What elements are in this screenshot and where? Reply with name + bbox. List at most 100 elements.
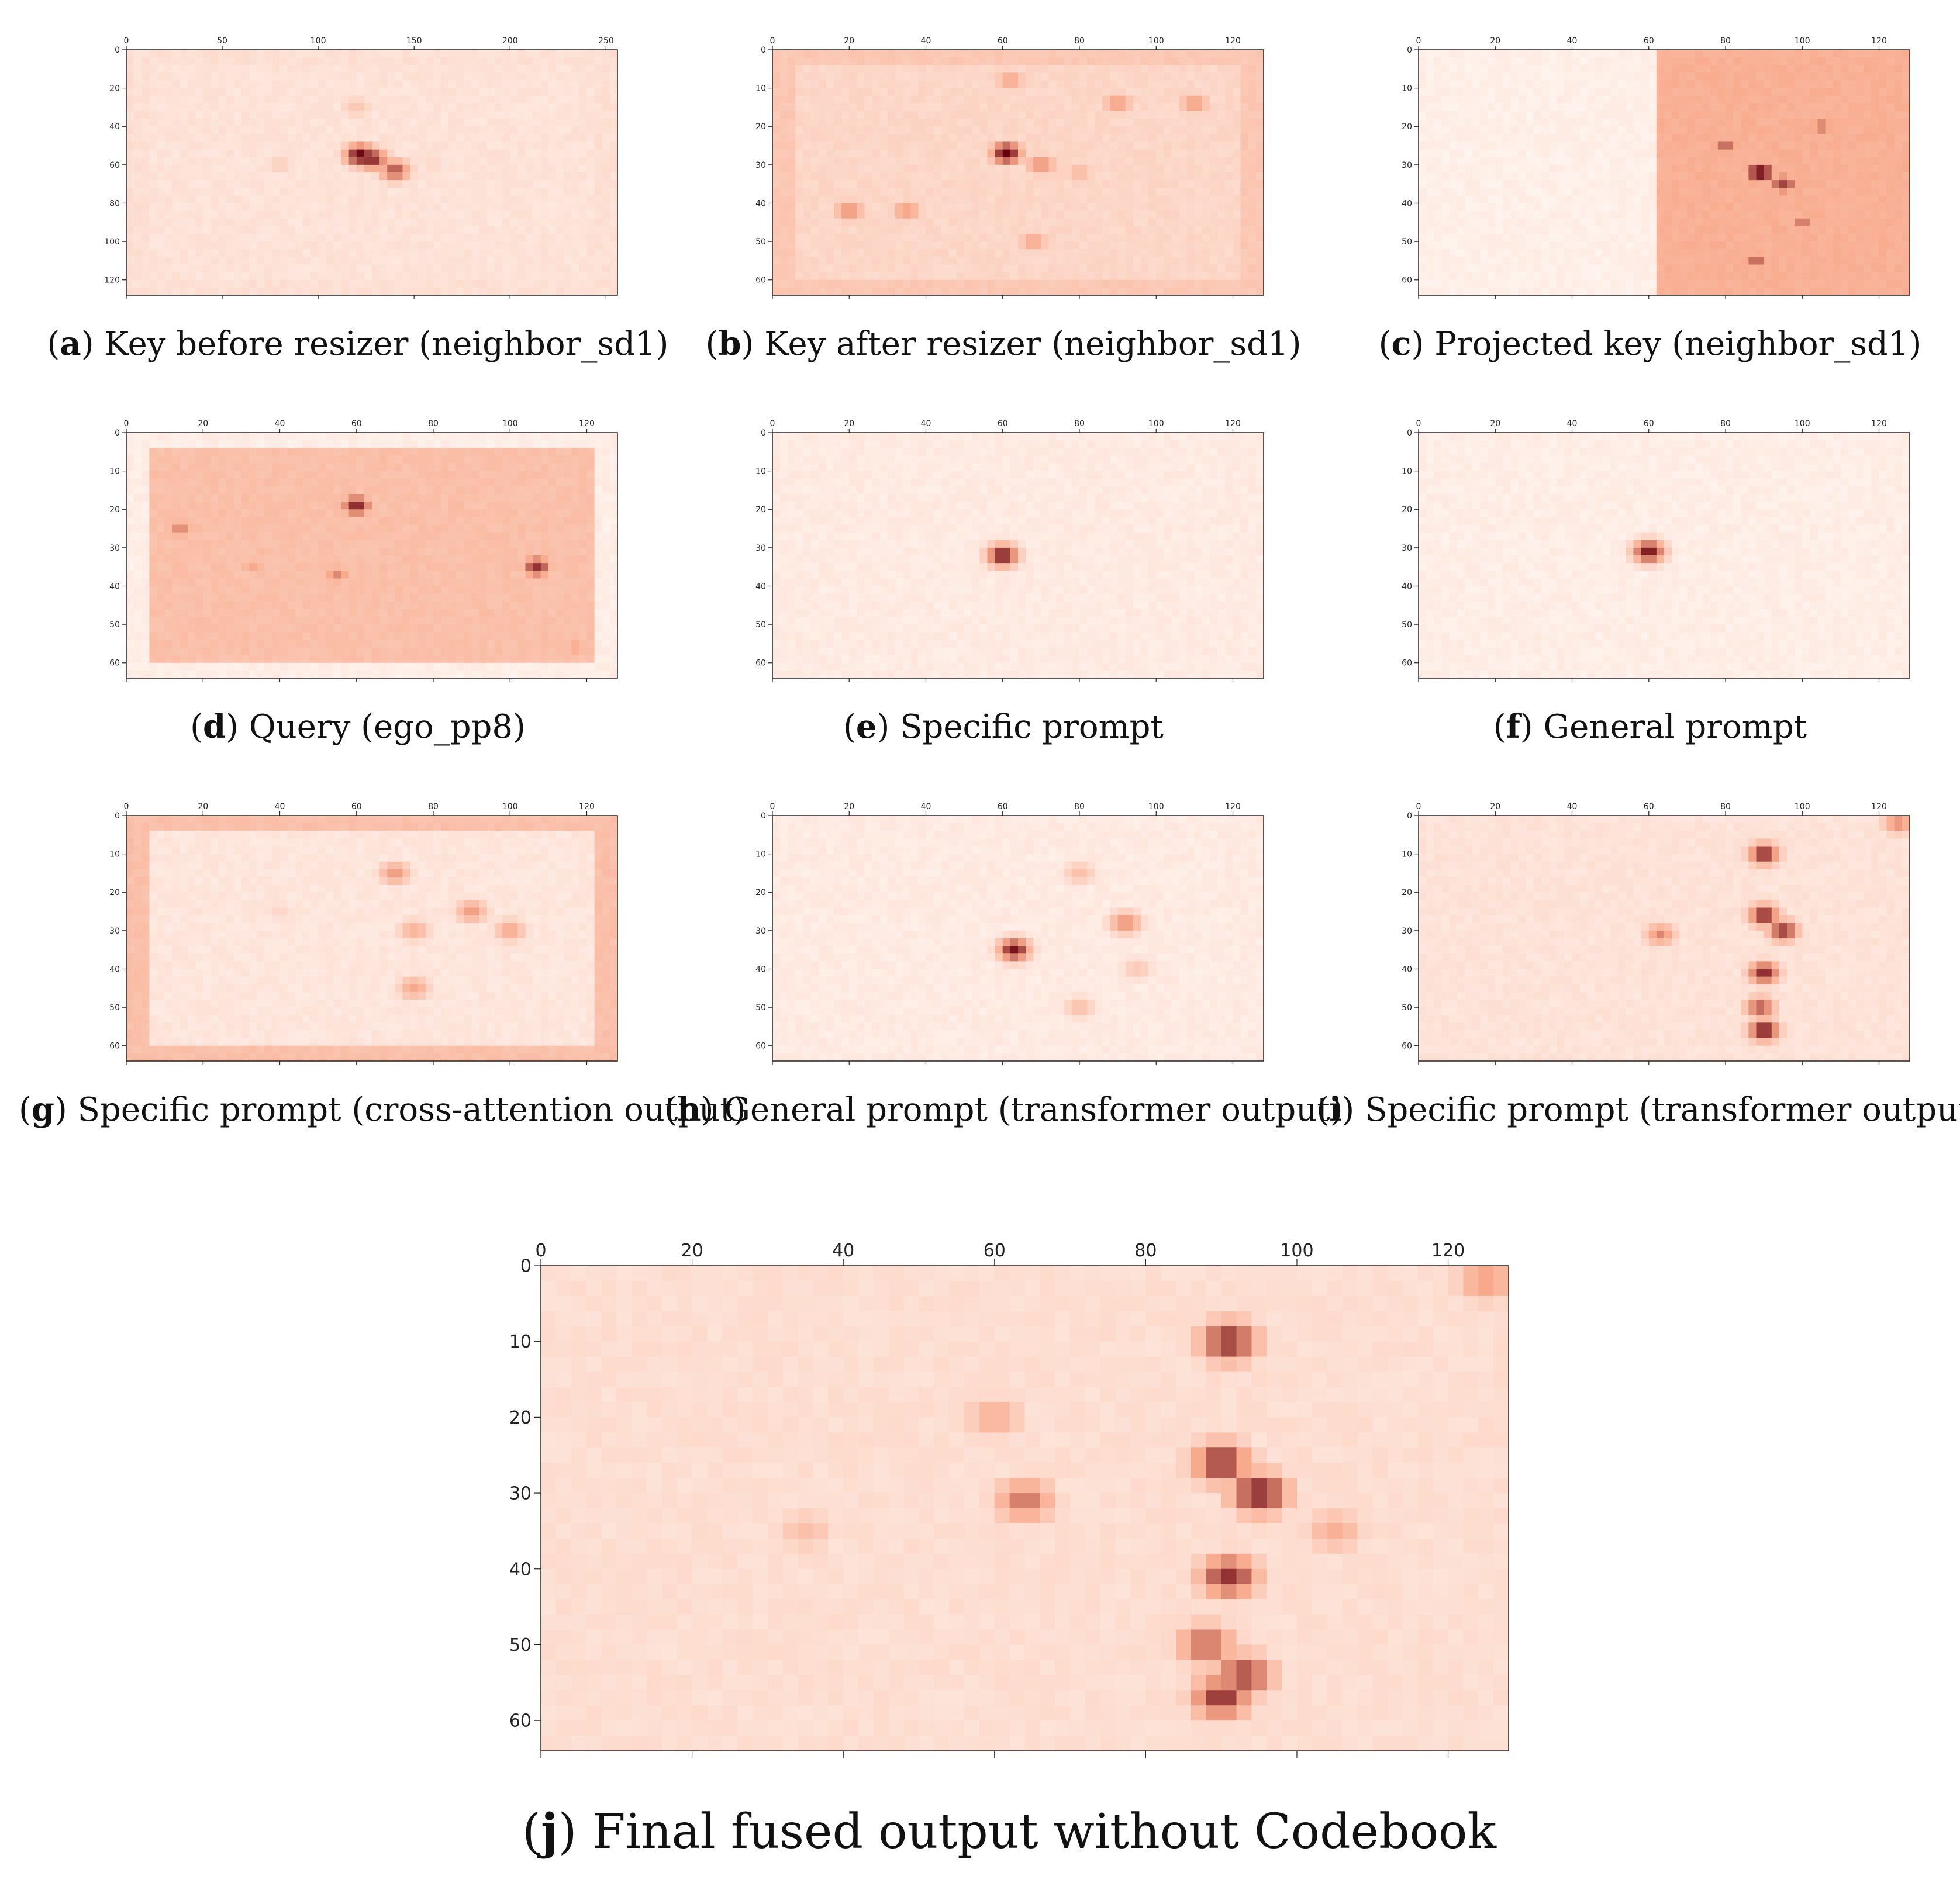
heatmap-cell (548, 103, 557, 112)
heatmap-cell (1171, 180, 1180, 188)
heatmap-cell (326, 272, 334, 281)
heatmap-cell (972, 80, 980, 89)
heatmap-cell (448, 264, 457, 273)
heatmap-cell (1541, 80, 1550, 89)
heatmap-cell (1056, 210, 1065, 219)
heatmap-cell (1056, 80, 1065, 89)
panel-letter: b (718, 324, 741, 363)
heatmap-cell (1164, 80, 1172, 89)
heatmap-cell (379, 50, 388, 58)
heatmap-cell (333, 88, 342, 96)
heatmap-cell (172, 134, 181, 143)
heatmap-cell (157, 195, 165, 204)
heatmap-cell (1179, 164, 1188, 173)
heatmap-cell (579, 234, 588, 242)
heatmap-cell (517, 218, 526, 227)
heatmap-cell (609, 172, 618, 181)
heatmap-cell (486, 203, 495, 212)
heatmap-cell (1194, 141, 1203, 150)
heatmap-cell (425, 72, 434, 81)
heatmap-cell (502, 141, 510, 150)
heatmap-cell (972, 257, 980, 265)
heatmap-cell (402, 287, 411, 296)
heatmap-cell (1549, 80, 1557, 89)
y-tick-label: 0 (115, 46, 120, 55)
heatmap-cell (564, 134, 572, 143)
heatmap-cell (586, 257, 595, 265)
heatmap-cell (310, 241, 319, 250)
heatmap-cell (1071, 95, 1080, 104)
heatmap-cell (1164, 50, 1172, 58)
heatmap-cell (1156, 234, 1164, 242)
heatmap-cell (602, 279, 610, 288)
heatmap-cell (818, 279, 827, 288)
heatmap-cell (1741, 134, 1749, 143)
heatmap-cell (879, 287, 888, 296)
heatmap-cell (1102, 65, 1111, 73)
heatmap-cell (1687, 95, 1696, 104)
heatmap-cell (964, 172, 972, 181)
heatmap-cell (818, 210, 827, 219)
heatmap-cell (1033, 119, 1041, 127)
heatmap-cell (1202, 141, 1210, 150)
heatmap-cell (1095, 264, 1103, 273)
heatmap-cell (1518, 72, 1527, 81)
heatmap-cell (1026, 249, 1034, 257)
heatmap-cell (1148, 264, 1157, 273)
heatmap-cell (826, 80, 834, 89)
heatmap-cell (872, 157, 881, 165)
heatmap-cell (1464, 103, 1473, 112)
heatmap-cell (295, 234, 303, 242)
heatmap-cell (264, 210, 272, 219)
heatmap-cell (903, 50, 911, 58)
heatmap-cell (1510, 50, 1519, 58)
heatmap-cell (1171, 57, 1180, 65)
heatmap-cell (249, 180, 257, 188)
heatmap-cell (341, 164, 350, 173)
heatmap-cell (441, 257, 449, 265)
heatmap-cell (1248, 218, 1257, 227)
heatmap-cell (387, 279, 395, 288)
heatmap-cell (287, 249, 296, 257)
heatmap-cell (517, 88, 526, 96)
heatmap-cell (780, 195, 788, 204)
heatmap-cell (211, 119, 219, 127)
heatmap-cell (1240, 65, 1249, 73)
heatmap-cell (211, 111, 219, 119)
heatmap-cell (780, 226, 788, 234)
heatmap-cell (172, 50, 181, 58)
heatmap-cell (149, 264, 158, 273)
heatmap-cell (264, 257, 272, 265)
heatmap-cell (464, 119, 472, 127)
heatmap-cell (1148, 226, 1157, 234)
heatmap-cell (1240, 157, 1249, 165)
heatmap-cell (164, 218, 173, 227)
heatmap-cell (1233, 279, 1241, 288)
heatmap-cell (826, 226, 834, 234)
heatmap-cell (1533, 103, 1542, 112)
heatmap-cell (1856, 111, 1864, 119)
heatmap-cell (1557, 126, 1565, 134)
heatmap-cell (1587, 126, 1596, 134)
heatmap-cell (810, 88, 819, 96)
heatmap-cell (1125, 287, 1134, 296)
heatmap-cell (1695, 57, 1703, 65)
heatmap-cell (525, 218, 534, 227)
heatmap-cell (1064, 172, 1072, 181)
heatmap-cell (1240, 72, 1249, 81)
heatmap-cell (818, 111, 827, 119)
heatmap-cell (495, 88, 503, 96)
heatmap-cell (933, 264, 942, 273)
heatmap-cell (964, 65, 972, 73)
heatmap-cell (579, 218, 588, 227)
heatmap-cell (918, 241, 927, 250)
heatmap-cell (1010, 80, 1019, 89)
heatmap-cell (502, 65, 510, 73)
heatmap-cell (1210, 210, 1218, 219)
heatmap-cell (348, 88, 357, 96)
heatmap-cell (188, 210, 196, 219)
heatmap-cell (486, 50, 495, 58)
heatmap-cell (1010, 65, 1019, 73)
heatmap-cell (417, 249, 426, 257)
heatmap-cell (471, 172, 480, 181)
